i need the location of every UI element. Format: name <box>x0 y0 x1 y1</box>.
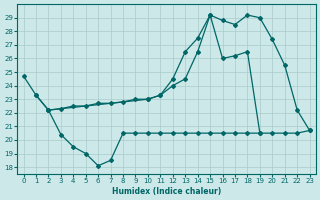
X-axis label: Humidex (Indice chaleur): Humidex (Indice chaleur) <box>112 187 221 196</box>
